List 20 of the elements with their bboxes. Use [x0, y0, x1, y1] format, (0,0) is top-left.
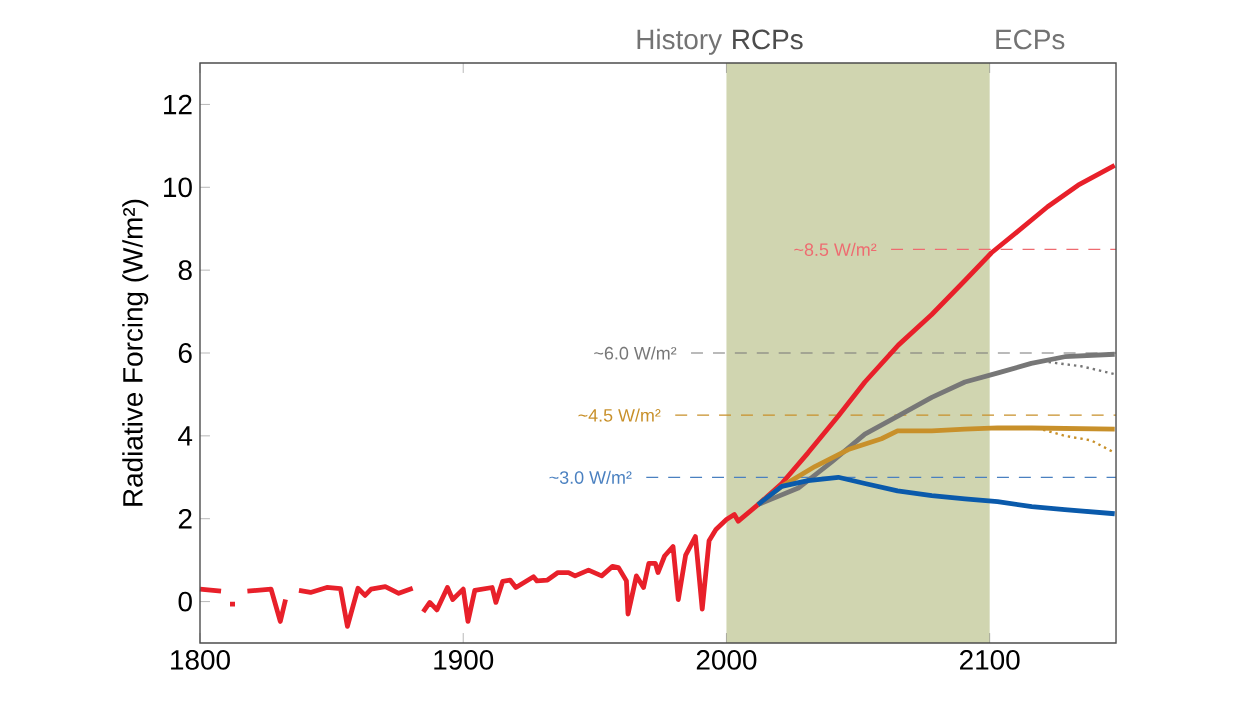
x-tick-label: 1900 — [434, 650, 494, 670]
ref-line-label: ~8.5 W/m² — [794, 242, 877, 257]
line-series — [755, 474, 1118, 517]
ref-line-label: ~4.5 W/m² — [578, 408, 661, 422]
y-axis-title: Radiative Forcing (W/m²) — [122, 199, 149, 506]
text: ECPs — [996, 29, 1065, 50]
y-tick-label: 10 — [164, 177, 192, 198]
band-label: RCPs — [733, 29, 803, 50]
y-tick-label: 2 — [178, 508, 192, 529]
y-tick-label: 4 — [178, 426, 193, 446]
y-tick-label: 0 — [178, 591, 192, 612]
ref-line-label: ~6.0 W/m² — [594, 346, 677, 360]
y-tick-label: 12 — [164, 94, 192, 115]
x-tick-label: 1800 — [171, 650, 230, 670]
x-tick-label: 2000 — [696, 650, 757, 670]
text: History — [637, 28, 723, 55]
y-tick-label: 6 — [178, 343, 192, 363]
y-tick-label: 8 — [178, 260, 192, 281]
x-tick-label: 2100 — [960, 650, 1020, 670]
ref-line-label: ~3.0 W/m² — [549, 470, 632, 484]
